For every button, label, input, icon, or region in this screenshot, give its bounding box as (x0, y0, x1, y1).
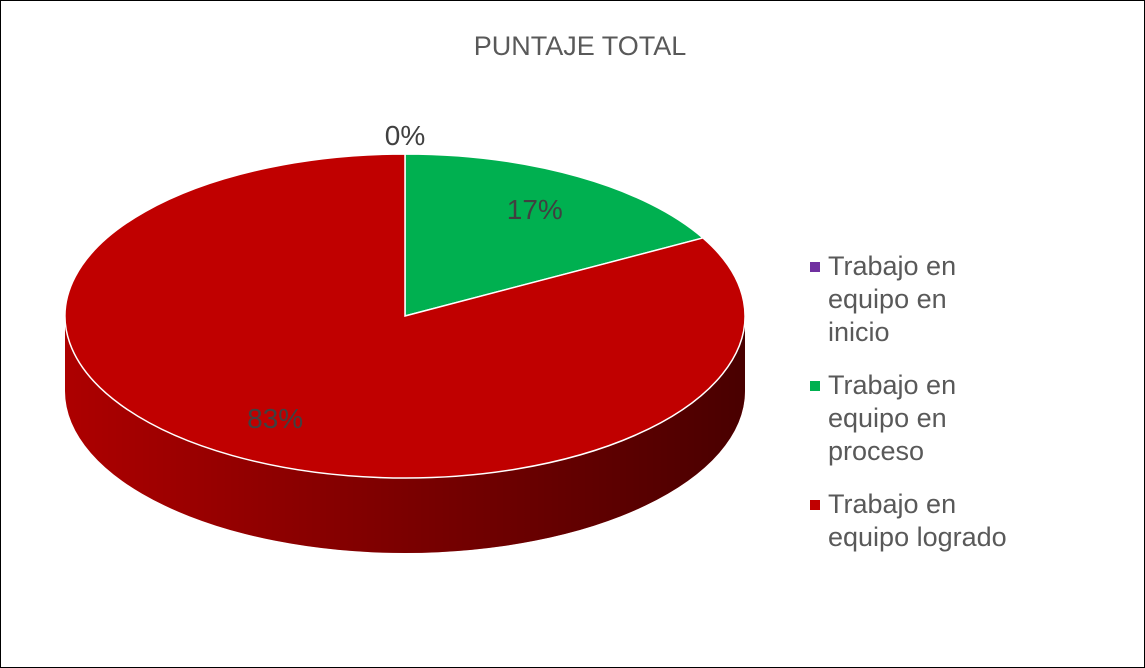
slice (64, 153, 746, 479)
data-label: 83% (247, 403, 303, 434)
slice-side-shade (65, 316, 745, 553)
legend-label: Trabajo en equipo logrado (828, 489, 1007, 552)
legend-swatch (810, 262, 820, 272)
legend-label: Trabajo en equipo en proceso (828, 370, 957, 466)
legend-item: Trabajo en equipo en inicio (808, 250, 1008, 349)
legend-item: Trabajo en equipo en proceso (808, 369, 1008, 468)
data-label: 0% (385, 120, 425, 151)
legend-item: Trabajo en equipo logrado (808, 488, 1008, 554)
legend-swatch (810, 500, 820, 510)
legend-label: Trabajo en equipo en inicio (828, 251, 957, 347)
legend: Trabajo en equipo en inicio Trabajo en eq… (808, 250, 1008, 574)
legend-swatch (810, 381, 820, 391)
chart-title: PUNTAJE TOTAL (474, 31, 687, 61)
data-label: 17% (507, 194, 563, 225)
slice (404, 153, 705, 317)
